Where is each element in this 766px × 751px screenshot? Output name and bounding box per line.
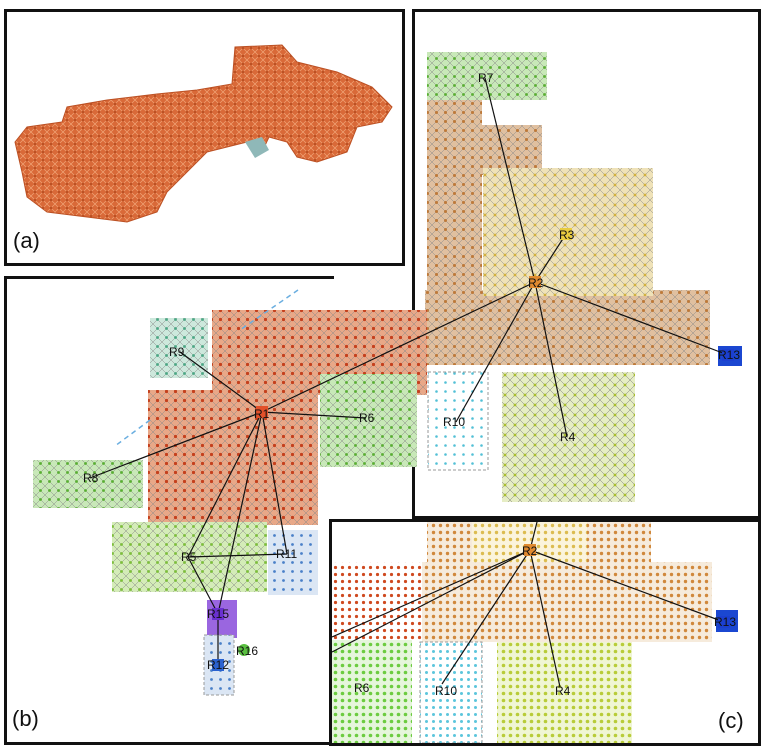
region-r6	[320, 374, 417, 467]
node-r12-marker	[212, 659, 224, 671]
node-c-r6-label: R6	[354, 681, 370, 695]
node-r11-label: R11	[276, 547, 297, 561]
node-r15-label: R15	[207, 607, 229, 621]
floor-plan-shape	[14, 44, 393, 223]
region-r11	[268, 530, 318, 595]
graph-edges-c	[332, 522, 725, 688]
panel-b-label: (b)	[12, 706, 39, 731]
node-r2-label: R2	[528, 276, 544, 290]
node-r12-label: R12	[207, 658, 229, 672]
node-r4-label: R4	[560, 430, 576, 444]
node-c-r13-label: R13	[714, 615, 736, 629]
node-r7-label: R7	[478, 71, 494, 85]
node-c-r10-label: R10	[435, 684, 457, 698]
region-r1b	[148, 390, 318, 525]
region-r9	[150, 318, 208, 378]
node-c-r13-marker	[718, 616, 730, 628]
region-c-r4	[497, 642, 632, 743]
node-c-r2-marker	[524, 544, 536, 556]
panel-a: (a)	[4, 9, 405, 266]
node-r13-label: R13	[718, 348, 740, 362]
node-r2-marker	[529, 276, 541, 288]
dashed-line-1	[239, 289, 299, 331]
node-r3-marker	[560, 228, 572, 240]
panel-c: R2 R4 R6 R10 R13 (c)	[329, 519, 761, 746]
node-r13-marker	[722, 349, 734, 361]
node-r3-label: R3	[559, 228, 575, 242]
node-r1-marker	[256, 406, 268, 418]
node-c-r4-label: R4	[555, 684, 571, 698]
region-r7	[427, 52, 547, 100]
small-cluster	[245, 137, 269, 158]
region-c-r6	[332, 640, 412, 743]
dashed-line-2	[114, 419, 151, 447]
panel-a-map	[14, 44, 393, 223]
node-r9-label: R9	[169, 345, 185, 359]
graph-nodes-b: R1 R2 R3 R4 R5 R6 R7 R8 R9 R10 R11 R12 R…	[83, 71, 740, 672]
region-r16	[238, 644, 250, 656]
node-r15-marker	[212, 608, 224, 620]
graph-edges-b	[89, 77, 729, 665]
region-r10	[427, 371, 489, 471]
node-r10-label: R10	[443, 415, 465, 429]
region-c-r10	[419, 641, 483, 743]
node-c-r2-label: R2	[522, 544, 538, 558]
region-r8	[33, 460, 143, 508]
region-c-corridor	[422, 562, 712, 642]
node-r5-label: R5	[181, 550, 197, 564]
node-r6-label: R6	[359, 411, 375, 425]
panel-c-graph: R2 R4 R6 R10 R13	[332, 522, 738, 743]
panel-a-label: (a)	[13, 228, 40, 253]
node-r1-label: R1	[254, 407, 270, 421]
region-r4	[502, 372, 635, 502]
region-c-r1	[332, 562, 422, 642]
node-r8-label: R8	[83, 471, 99, 485]
node-r16-label: R16	[236, 644, 258, 658]
panel-c-label: (c)	[718, 708, 744, 733]
